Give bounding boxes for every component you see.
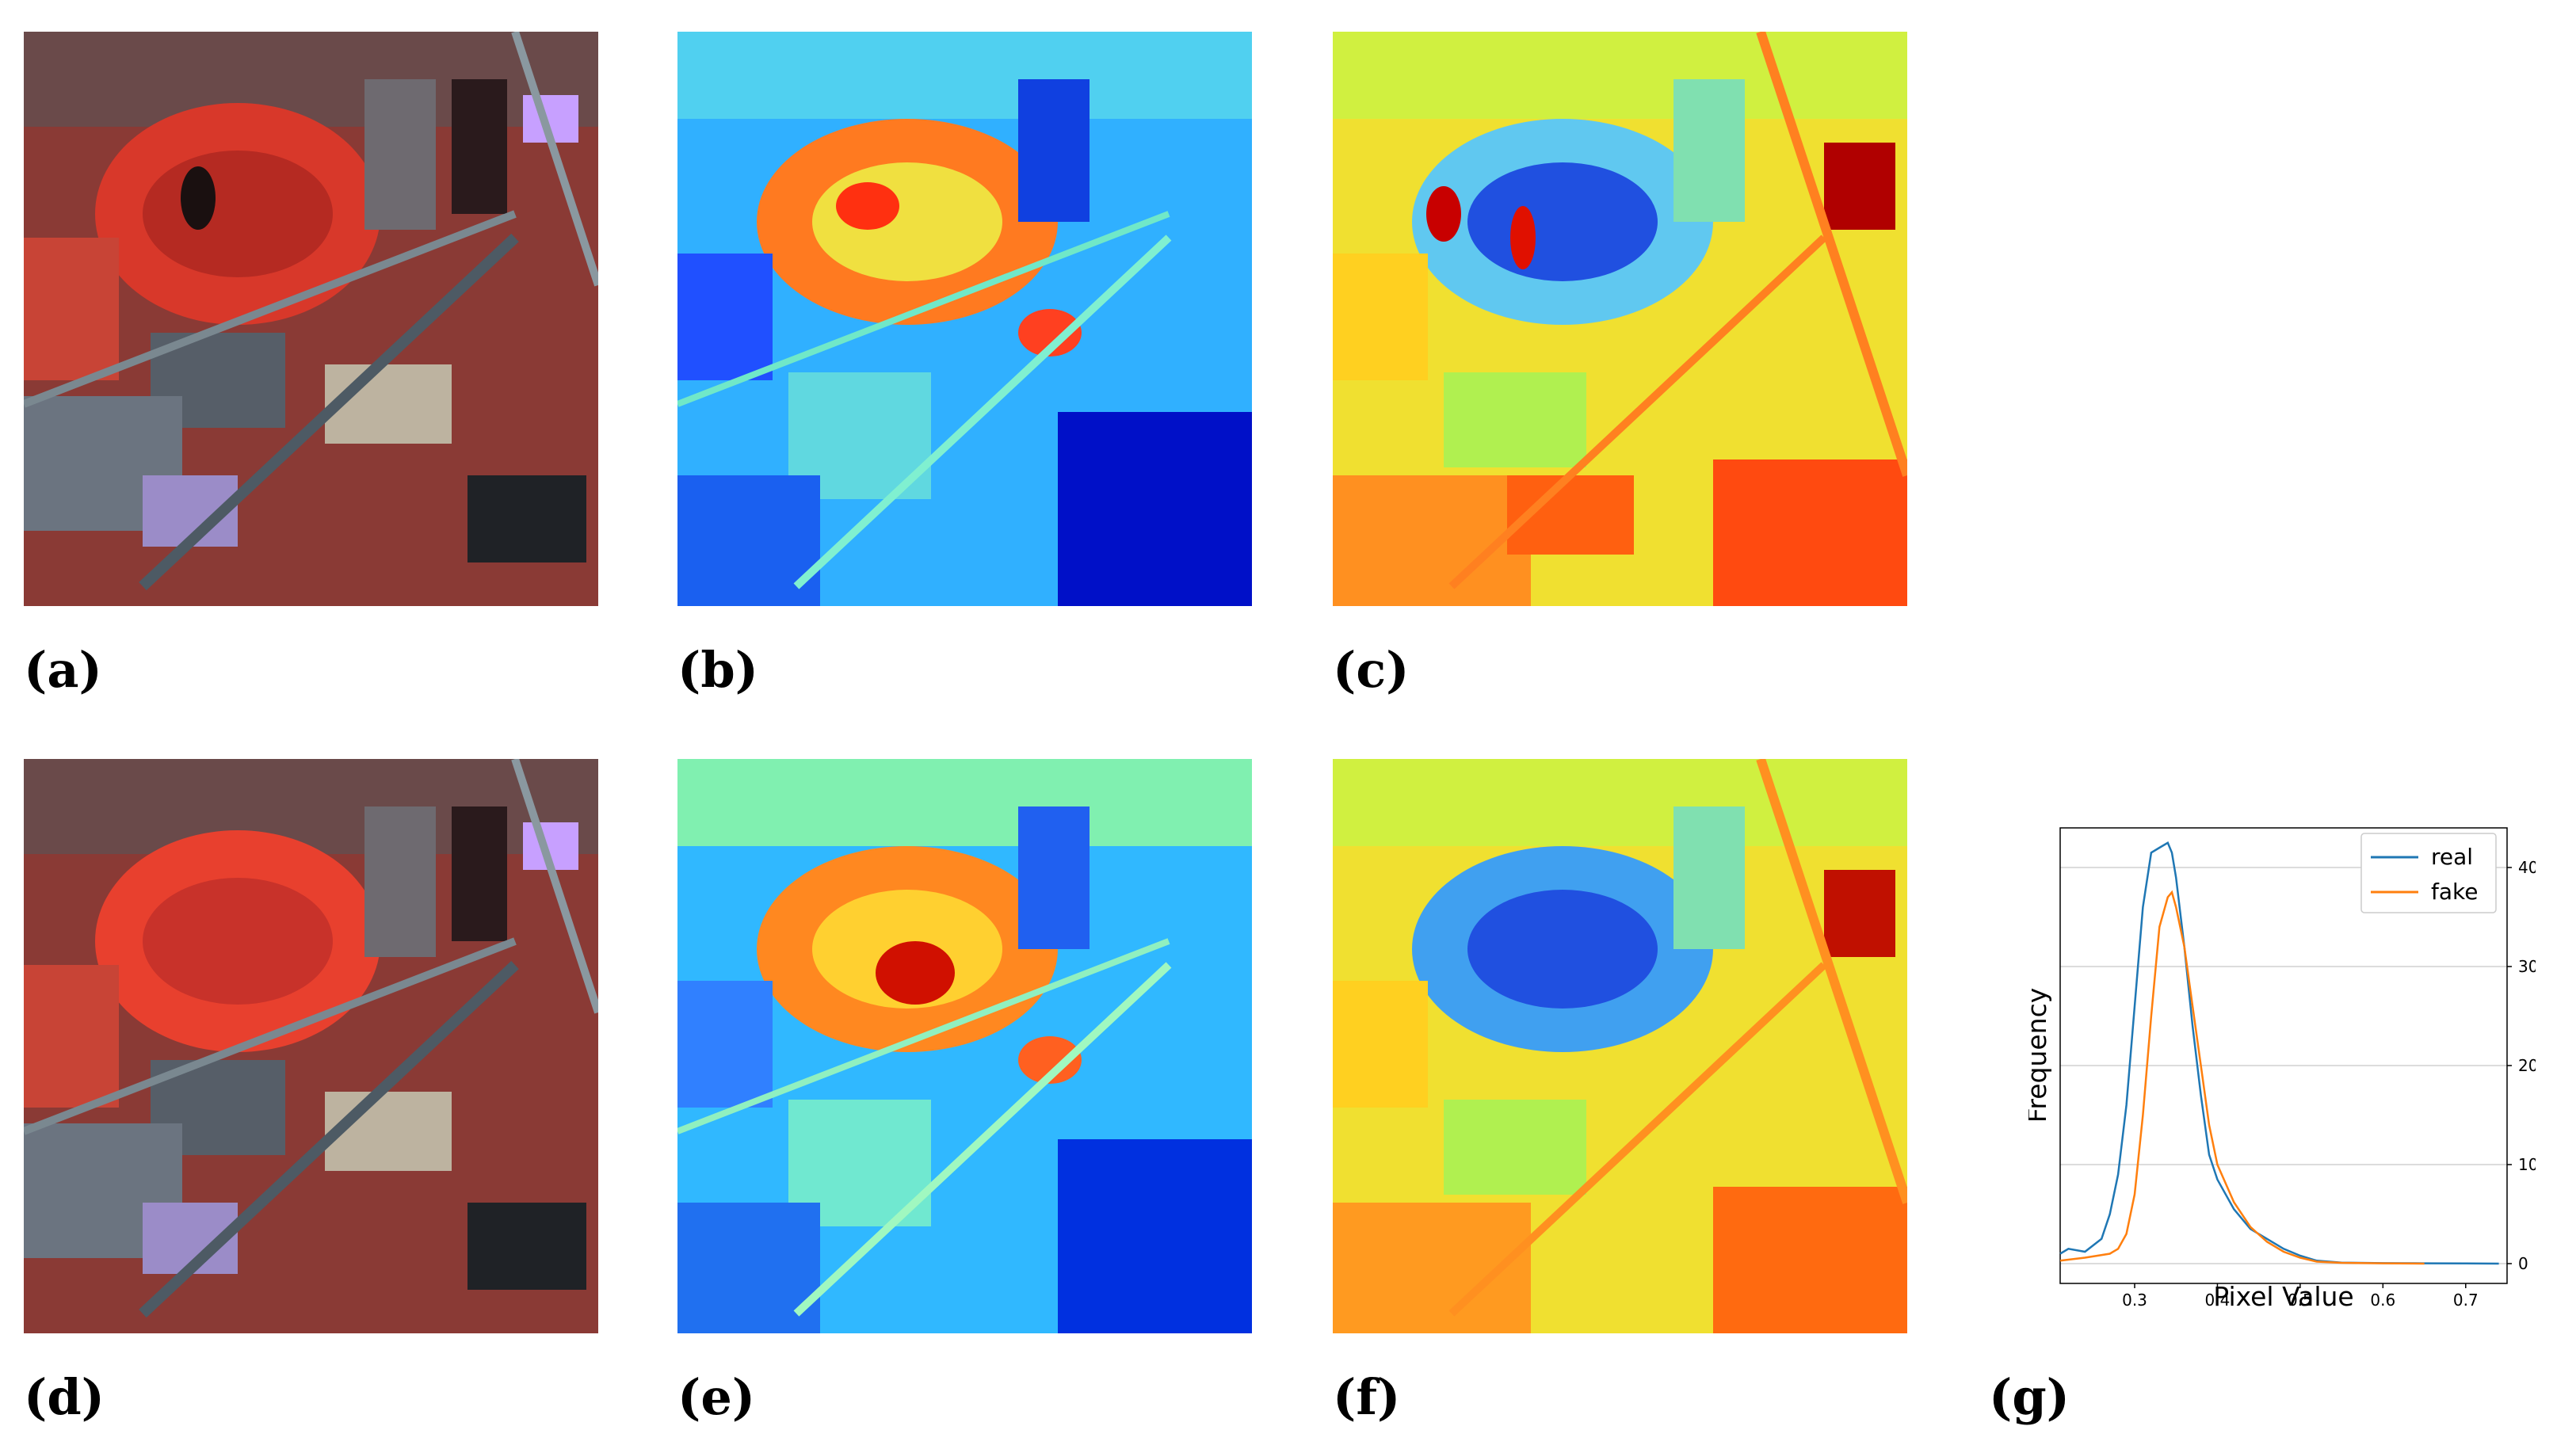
x-axis-label: Pixel Value: [2213, 1281, 2353, 1312]
panel-a-label: (a): [24, 641, 102, 699]
panel-d-satellite-image: [24, 759, 598, 1333]
plot-frame: [2059, 827, 2508, 1284]
x-tick-label: 0.4: [2205, 1291, 2231, 1310]
legend: real fake: [2360, 833, 2497, 913]
panel-b-heatmap: [677, 32, 1252, 606]
x-tick-label: 0.6: [2370, 1291, 2395, 1310]
panel-c-label: (c): [1333, 641, 1410, 699]
panel-c-heatmap: [1333, 32, 1907, 606]
panel-f-label: (f): [1333, 1368, 1401, 1426]
series-line-fake: [2059, 890, 2425, 1265]
panel-f-heatmap: [1333, 759, 1907, 1333]
panel-e-label: (e): [677, 1368, 756, 1426]
chart-grid: [2060, 867, 2507, 1264]
panel-b-label: (b): [677, 641, 759, 699]
y-axis-ticks: 0 1000 2000 3000 4000: [2507, 858, 2536, 1273]
y-tick-label: 3000: [2518, 957, 2536, 976]
panel-a-satellite-image: [24, 32, 598, 606]
legend-fake-label: fake: [2431, 879, 2478, 905]
panel-d-label: (d): [24, 1368, 105, 1426]
histogram-chart: 0.3 0.4 0.5 0.6 0.7 0 1000 2000 3000 4000 Pixel …: [2028, 827, 2536, 1312]
y-tick-label: 4000: [2518, 858, 2536, 877]
y-tick-label: 0: [2518, 1254, 2528, 1273]
x-tick-label: 0.3: [2122, 1291, 2147, 1310]
x-axis-ticks: 0.3 0.4 0.5 0.6 0.7: [2122, 1283, 2479, 1310]
x-tick-label: 0.5: [2288, 1291, 2313, 1310]
y-tick-label: 1000: [2518, 1155, 2536, 1174]
x-tick-label: 0.7: [2453, 1291, 2479, 1310]
legend-real-label: real: [2431, 844, 2473, 870]
chart-lines: [2059, 841, 2499, 1265]
y-axis-label: Frequency: [2028, 988, 2052, 1123]
panel-e-heatmap: [677, 759, 1252, 1333]
panel-g-label: (g): [1989, 1368, 2070, 1426]
y-tick-label: 2000: [2518, 1056, 2536, 1075]
